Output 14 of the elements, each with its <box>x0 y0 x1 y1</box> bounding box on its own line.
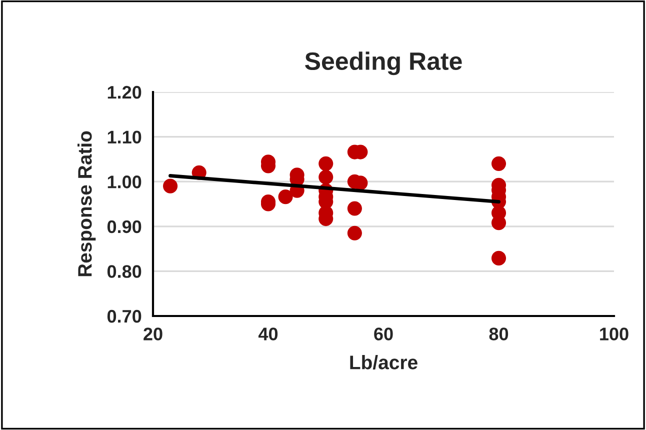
chart-title: Seeding Rate <box>305 52 462 76</box>
x-tick-label: 80 <box>489 328 508 340</box>
x-tick-label: 60 <box>374 328 393 340</box>
y-tick-label: 0.70 <box>107 310 142 323</box>
x-tick-label: 20 <box>144 328 162 340</box>
y-axis-title: Response Ratio <box>78 131 96 276</box>
y-tick-label: 1.10 <box>108 130 142 144</box>
x-tick-label: 100 <box>600 328 628 340</box>
x-tick-label: 40 <box>258 328 278 340</box>
y-tick-label: 1.00 <box>108 176 142 188</box>
y-tick-label: 1.20 <box>108 86 142 99</box>
x-axis-title: Lb/acre <box>350 355 418 370</box>
y-tick-label: 0.90 <box>107 220 142 234</box>
y-tick-label: 0.80 <box>107 265 142 278</box>
